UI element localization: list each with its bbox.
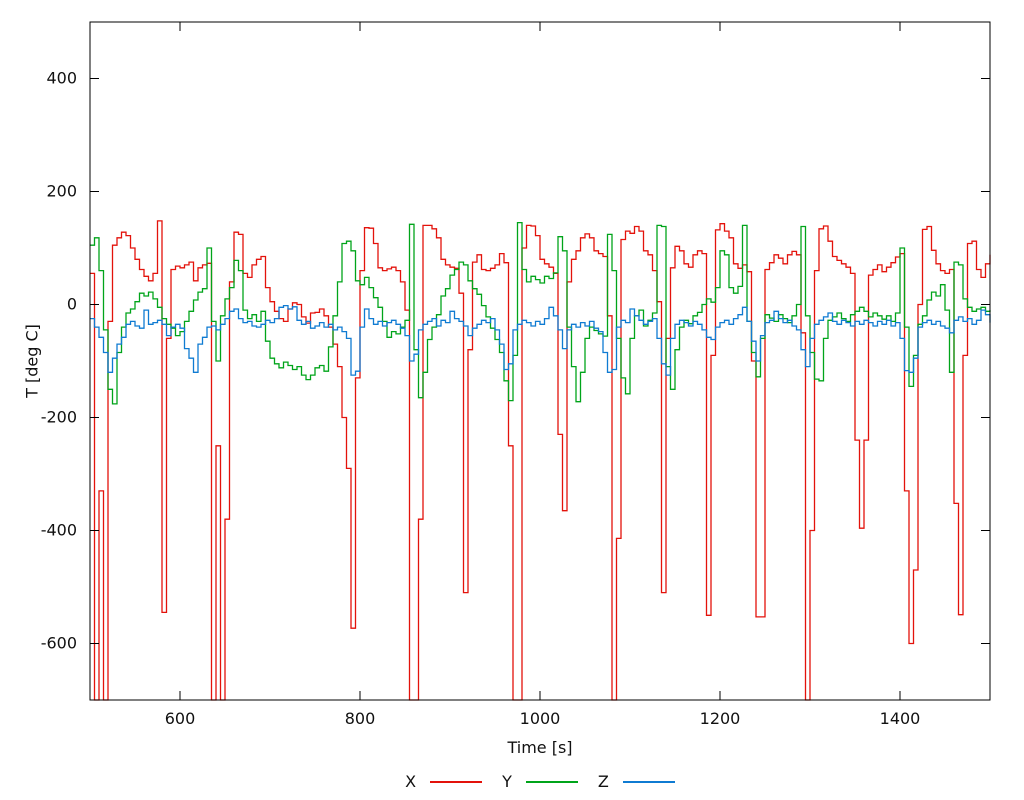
y-axis-label: T [deg C] — [22, 324, 42, 398]
legend-line-z-icon — [622, 780, 675, 783]
series-line-z — [90, 304, 991, 376]
series-line-x — [90, 220, 991, 701]
x-axis-label: Time [s] — [507, 738, 573, 757]
y-tick-label: -200 — [41, 408, 77, 427]
x-tick-label: 1000 — [520, 709, 561, 728]
legend-line-y-icon — [525, 780, 578, 783]
x-tick-label: 1400 — [880, 709, 921, 728]
legend-label-x: X — [405, 772, 417, 791]
y-tick-label: 0 — [67, 295, 77, 314]
x-tick-label: 800 — [345, 709, 376, 728]
legend-label-z: Z — [597, 772, 609, 791]
y-tick-label: 200 — [46, 182, 77, 201]
series-line-y — [90, 221, 991, 405]
legend-entry-z: Z — [598, 772, 675, 791]
y-tick-label: 400 — [46, 69, 77, 88]
y-tick-label: -600 — [41, 634, 77, 653]
legend-line-x-icon — [430, 780, 483, 783]
x-tick-label: 600 — [165, 709, 196, 728]
legend-entry-y: Y — [502, 772, 578, 791]
legend-entry-x: X — [405, 772, 483, 791]
legend-label-y: Y — [502, 772, 512, 791]
legend: X Y Z — [90, 772, 990, 791]
x-tick-label: 1200 — [700, 709, 741, 728]
y-tick-label: -400 — [41, 521, 77, 540]
